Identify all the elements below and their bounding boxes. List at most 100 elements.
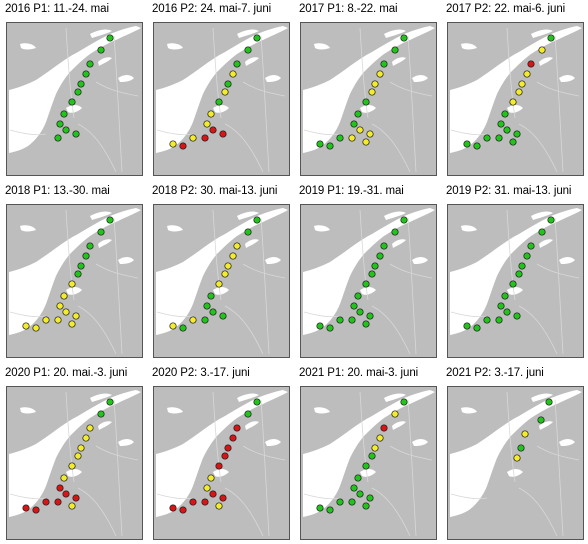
- station-dot-green: [336, 316, 344, 324]
- station-dot-green: [224, 80, 232, 88]
- boundary-line: [407, 217, 417, 355]
- inner-water: [237, 393, 259, 402]
- inner-water: [237, 29, 259, 38]
- station-dot-green: [97, 228, 105, 236]
- panel-title: 2017 P2: 22. mai-6. juni: [446, 3, 566, 15]
- inner-water: [265, 257, 281, 264]
- inner-water: [384, 393, 406, 402]
- station-dot-green: [495, 316, 503, 324]
- inner-water: [118, 75, 134, 82]
- coastline-map: [447, 22, 584, 176]
- inner-water: [20, 225, 36, 232]
- boundary-line: [359, 209, 369, 301]
- station-dot-green: [336, 134, 344, 142]
- panel-title: 2018 P2: 30. mai-13. juni: [152, 185, 278, 197]
- boundary-line: [536, 445, 580, 461]
- station-dot-green: [380, 242, 388, 250]
- inner-water: [213, 105, 229, 113]
- station-dot-red: [56, 484, 64, 492]
- fjord-sea: [9, 390, 141, 517]
- map-panel: 2016 P2: 24. mai-7. juni: [147, 0, 291, 180]
- station-dot-green: [253, 398, 261, 406]
- boundary-line: [212, 391, 222, 483]
- station-dot-green: [371, 262, 379, 270]
- station-dot-red: [221, 452, 229, 460]
- station-dot-green: [316, 322, 324, 330]
- station-dot-green: [54, 134, 62, 142]
- station-dot-red: [54, 498, 62, 506]
- inner-water: [26, 297, 44, 304]
- station-dot-red: [229, 434, 237, 442]
- station-dot-yellow: [56, 302, 64, 310]
- inner-water: [314, 43, 330, 50]
- boundary-line: [506, 391, 516, 483]
- inner-water: [98, 57, 112, 66]
- boundary-line: [303, 493, 341, 500]
- boundary-line: [65, 209, 75, 301]
- panel-title: 2021 P2: 3.-17. juni: [446, 367, 544, 379]
- station-dot-green: [316, 504, 324, 512]
- inner-water: [173, 479, 191, 486]
- fjord-sea: [303, 208, 435, 335]
- boundary-line: [536, 263, 580, 279]
- map-panel: 2016 P1: 11.-24. mai: [0, 0, 144, 180]
- station-dot-green: [106, 216, 114, 224]
- station-dot-yellow: [203, 484, 211, 492]
- boundary-line: [9, 129, 47, 136]
- station-dot-red: [215, 462, 223, 470]
- panel-title: 2017 P1: 8.-22. mai: [299, 3, 398, 15]
- panel-title: 2019 P2: 31. mai-13. juni: [446, 185, 572, 197]
- station-dot-red: [219, 494, 227, 502]
- station-dot-green: [77, 80, 85, 88]
- station-dot-yellow: [77, 444, 85, 452]
- station-dot-red: [32, 506, 40, 514]
- station-dot-green: [362, 98, 370, 106]
- inner-water: [461, 407, 477, 414]
- boundary-line: [113, 217, 123, 355]
- fjord-sea: [156, 208, 288, 335]
- station-dot-yellow: [362, 138, 370, 146]
- inner-water: [66, 287, 82, 295]
- boundary-line: [371, 123, 411, 173]
- station-dot-green: [518, 262, 526, 270]
- boundary-line: [212, 209, 222, 301]
- station-dot-red: [219, 130, 227, 138]
- inner-water: [265, 439, 281, 446]
- inner-water: [467, 479, 485, 486]
- panel-title: 2020 P2: 3.-17. juni: [152, 367, 250, 379]
- map-frame: [300, 22, 437, 176]
- inner-water: [173, 297, 191, 304]
- inner-water: [26, 115, 44, 122]
- coastline-map: [6, 386, 143, 540]
- station-dot-yellow: [523, 70, 531, 78]
- station-dot-green: [517, 444, 525, 452]
- station-dot-green: [362, 502, 370, 510]
- station-dot-green: [203, 302, 211, 310]
- station-dot-green: [97, 46, 105, 54]
- inner-water: [237, 211, 259, 220]
- station-dot-yellow: [169, 322, 177, 330]
- station-dot-green: [368, 452, 376, 460]
- boundary-line: [113, 399, 123, 537]
- boundary-line: [95, 81, 139, 97]
- inner-water: [392, 239, 406, 248]
- station-dot-green: [483, 316, 491, 324]
- station-dot-red: [380, 424, 388, 432]
- inner-water: [507, 469, 523, 477]
- panel-title: 2019 P1: 19.-31. mai: [299, 185, 404, 197]
- station-dot-yellow: [54, 316, 62, 324]
- station-dot-green: [503, 308, 511, 316]
- station-dot-yellow: [60, 474, 68, 482]
- station-dot-green: [400, 34, 408, 42]
- coastline-map: [300, 204, 437, 358]
- station-dot-yellow: [371, 80, 379, 88]
- inner-water: [539, 421, 553, 430]
- station-dot-yellow: [221, 88, 229, 96]
- station-dot-green: [473, 324, 481, 332]
- station-dot-green: [545, 398, 553, 406]
- inner-water: [360, 287, 376, 295]
- inner-water: [384, 211, 406, 220]
- station-dot-green: [391, 46, 399, 54]
- station-dot-green: [513, 312, 521, 320]
- boundary-line: [113, 35, 123, 173]
